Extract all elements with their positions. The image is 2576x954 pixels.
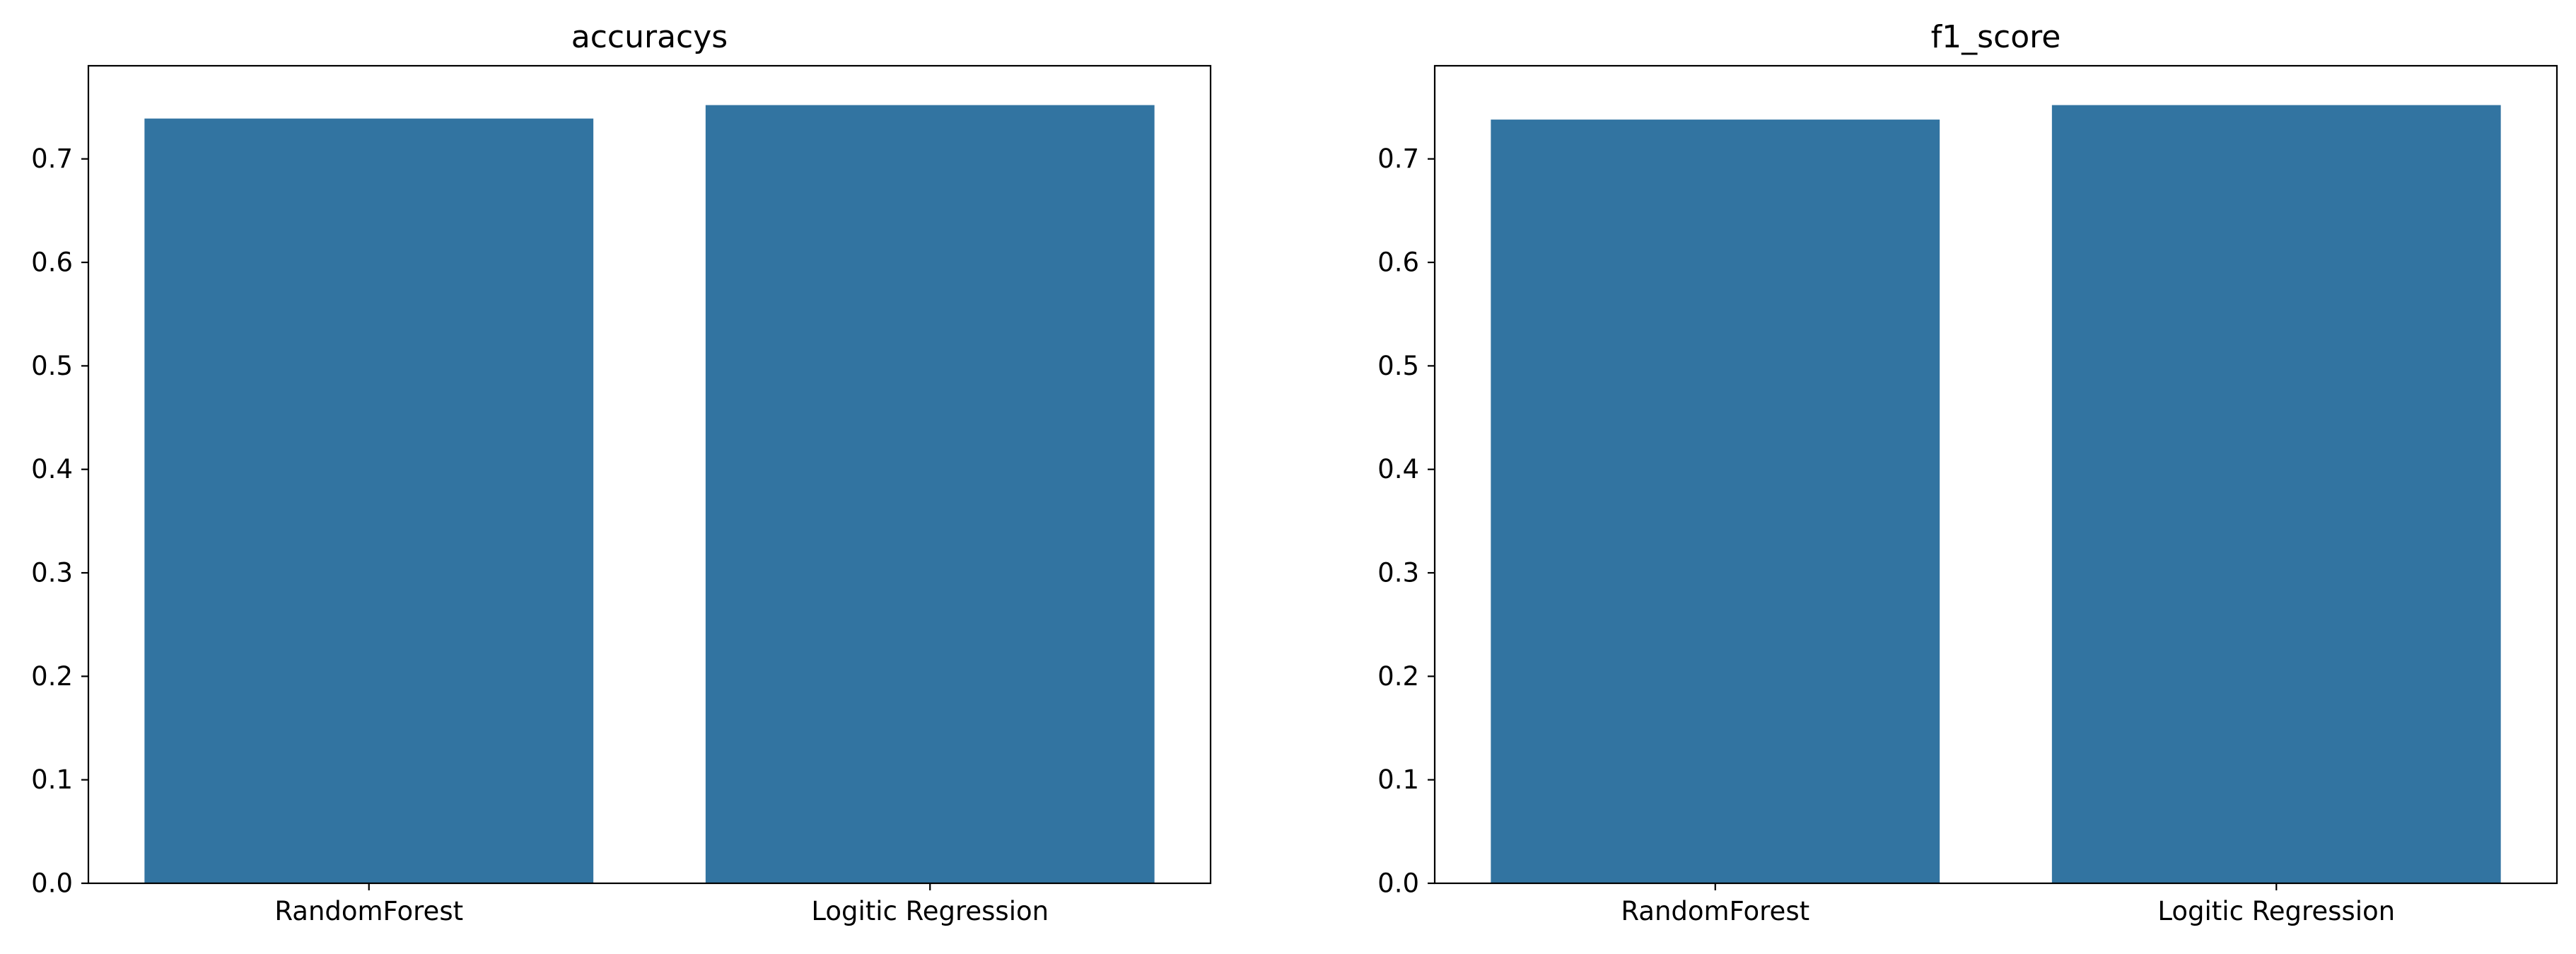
y-tick-label: 0.1	[1377, 764, 1419, 795]
bar-logitic-regression	[2051, 105, 2501, 883]
y-tick-label: 0.1	[31, 764, 73, 795]
y-tick-label: 0.3	[31, 558, 73, 588]
y-tick-label: 0.2	[1377, 661, 1419, 692]
y-tick-label: 0.4	[1377, 454, 1419, 484]
chart-title: accuracys	[571, 19, 728, 55]
chart-title: f1_score	[1931, 19, 2061, 55]
subplot-1: 0.0 0.1 0.2 0.3 0.4 0.5 0.6 0.7 RandomForest Logi…	[31, 19, 1212, 926]
y-tick-label: 0.5	[31, 351, 73, 381]
bar-logitic-regression	[705, 105, 1155, 883]
subplot-2: 0.0 0.1 0.2 0.3 0.4 0.5 0.6 0.7 RandomForest Logi…	[1377, 19, 2558, 926]
y-tick-label: 0.2	[31, 661, 73, 692]
y-tick-label: 0.4	[31, 454, 73, 484]
y-tick-label: 0.6	[1377, 248, 1419, 278]
y-tick-label: 0.7	[1377, 144, 1419, 174]
x-tick-label: RandomForest	[274, 896, 463, 926]
bar-randomforest	[1491, 120, 1940, 883]
y-tick-label: 0.7	[31, 144, 73, 174]
y-tick-label: 0.0	[31, 868, 73, 899]
x-tick-label: Logitic Regression	[811, 896, 1049, 926]
axes-frame	[1433, 64, 2558, 885]
y-tick-label: 0.3	[1377, 558, 1419, 588]
y-tick-label: 0.0	[1377, 868, 1419, 899]
bar-randomforest	[144, 118, 594, 884]
y-tick-label: 0.6	[31, 248, 73, 278]
axes-frame	[87, 64, 1212, 885]
x-tick-label: Logitic Regression	[2157, 896, 2395, 926]
y-tick-label: 0.5	[1377, 351, 1419, 381]
x-tick-label: RandomForest	[1621, 896, 1809, 926]
